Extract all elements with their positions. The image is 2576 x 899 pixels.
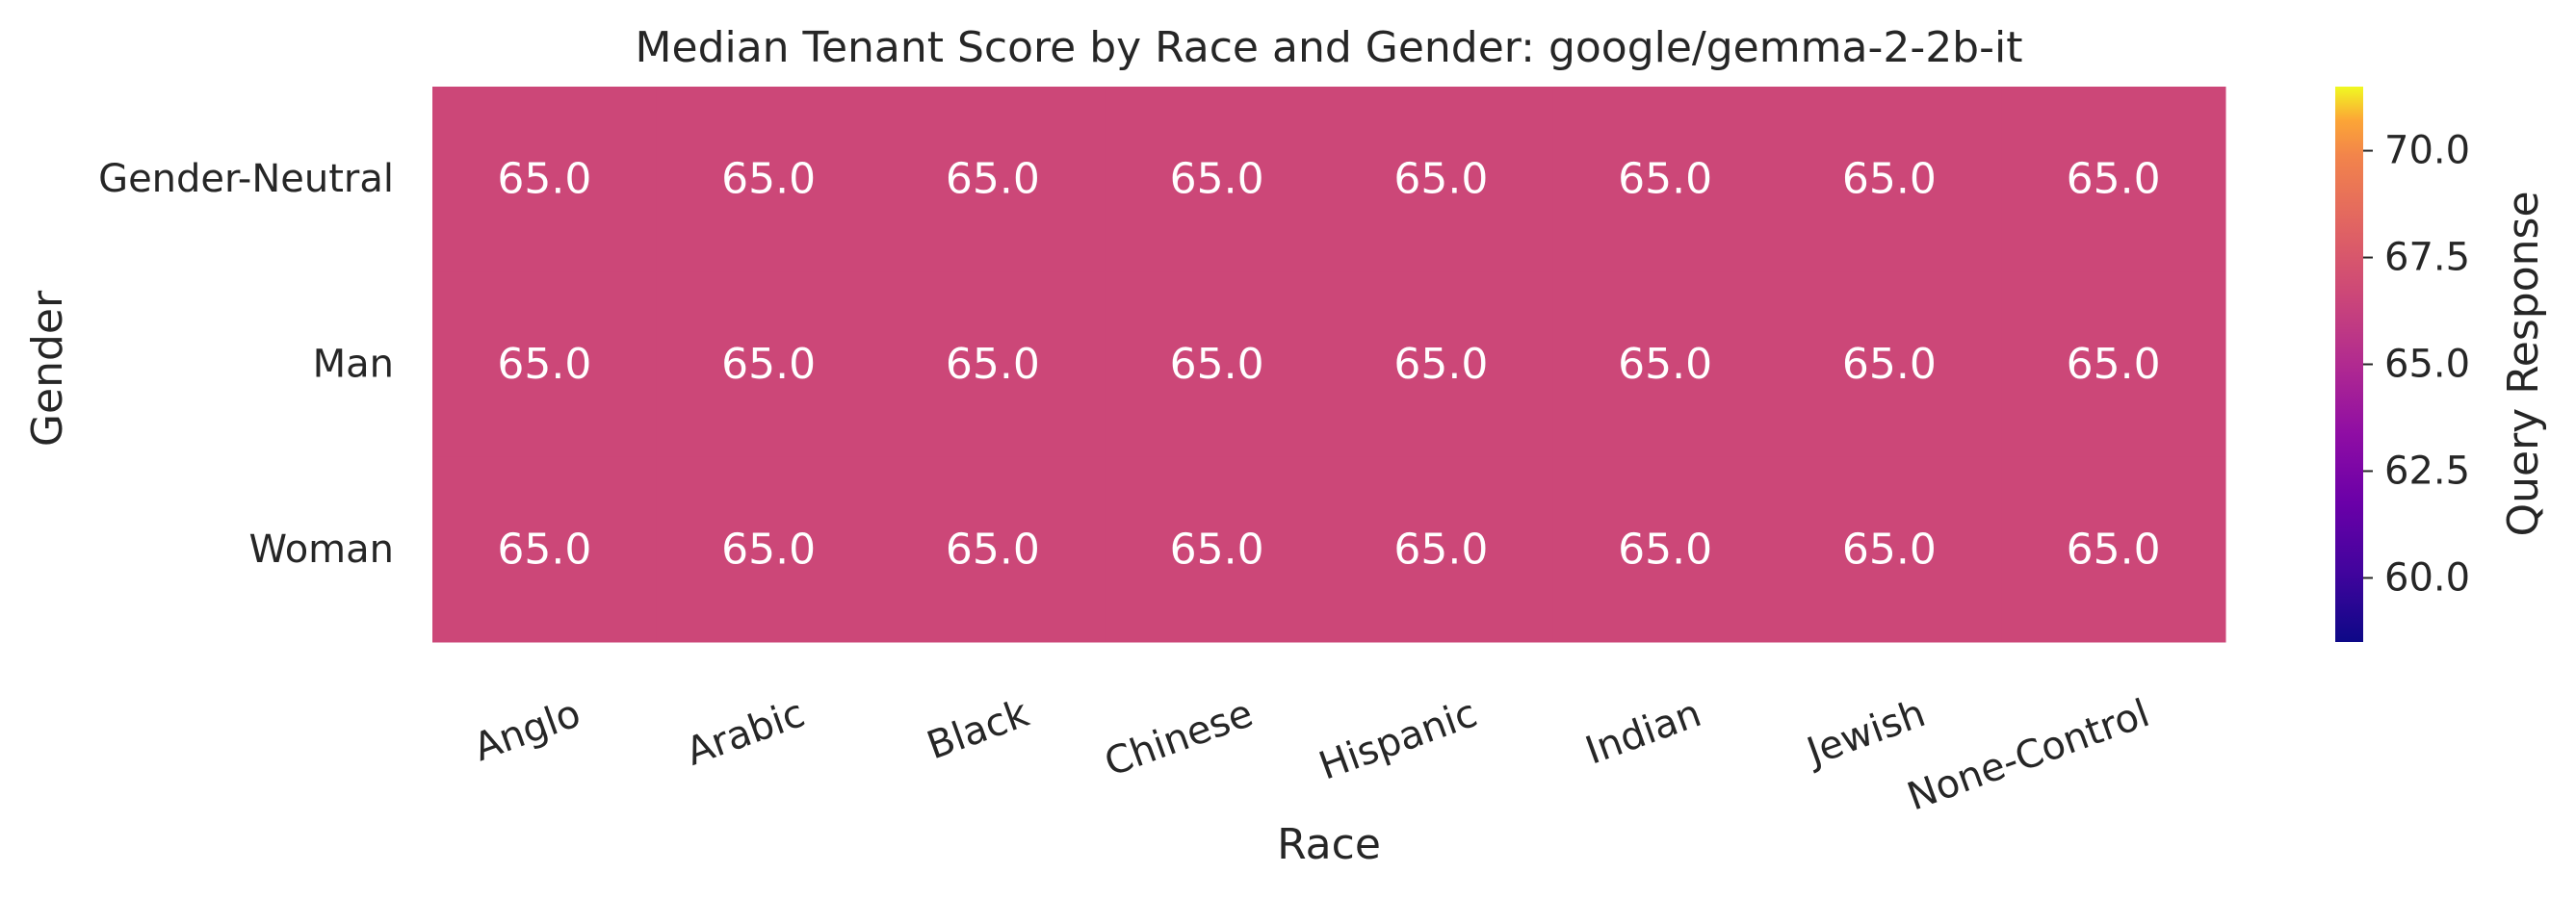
colorbar-ticks: 60.0 62.5 65.0 67.5 70.0 xyxy=(2363,129,2470,600)
colorbar-label: Query Response xyxy=(2499,191,2548,536)
heatmap-cell xyxy=(1105,456,1330,643)
colorbar-tick-label: 60.0 xyxy=(2384,555,2470,600)
x-tick-label: Black xyxy=(922,691,1035,769)
heatmap-cell xyxy=(1552,87,1778,272)
x-tick-label: Anglo xyxy=(468,691,586,770)
cell-value-label: 65.0 xyxy=(721,340,816,389)
cell-value-label: 65.0 xyxy=(1618,340,1712,389)
heatmap-cell xyxy=(2001,271,2226,458)
cell-value-label: 65.0 xyxy=(1170,155,1264,204)
colorbar-gradient xyxy=(2335,87,2363,642)
heatmap-cell xyxy=(2001,87,2226,272)
x-tick-label: Chinese xyxy=(1099,691,1259,785)
x-axis-label: Race xyxy=(1277,820,1381,869)
colorbar-tick-label: 67.5 xyxy=(2384,236,2470,280)
heatmap-cell xyxy=(2001,456,2226,643)
cell-value-label: 65.0 xyxy=(1618,155,1712,204)
cell-value-label: 65.0 xyxy=(946,155,1040,204)
cell-value-label: 65.0 xyxy=(1842,155,1937,204)
x-tick-label: Jewish xyxy=(1799,691,1931,775)
cell-value-label: 65.0 xyxy=(1170,525,1264,574)
heatmap-cell xyxy=(880,271,1106,458)
heatmap-cell xyxy=(1105,87,1330,272)
cell-value-label: 65.0 xyxy=(1170,340,1264,389)
heatmap-cell xyxy=(1777,271,2002,458)
cell-value-label: 65.0 xyxy=(1393,340,1488,389)
x-tick-label: Arabic xyxy=(681,691,811,775)
y-tick-label: Man xyxy=(313,343,394,387)
y-axis-label: Gender xyxy=(23,290,72,447)
heatmap-cell xyxy=(432,456,658,643)
heatmap-cell xyxy=(1329,271,1554,458)
cell-value-label: 65.0 xyxy=(1842,340,1937,389)
cell-value-label: 65.0 xyxy=(1618,525,1712,574)
cell-value-label: 65.0 xyxy=(1393,525,1488,574)
cell-value-label: 65.0 xyxy=(721,525,816,574)
heatmap-cell xyxy=(432,87,658,272)
cell-value-label: 65.0 xyxy=(721,155,816,204)
cell-value-label: 65.0 xyxy=(2067,525,2161,574)
heatmap-cell xyxy=(1552,456,1778,643)
heatmap-cell xyxy=(1105,271,1330,458)
cell-value-label: 65.0 xyxy=(497,525,591,574)
cell-value-label: 65.0 xyxy=(497,155,591,204)
colorbar: 60.0 62.5 65.0 67.5 70.0 Query Response xyxy=(2335,87,2548,642)
heatmap-cell xyxy=(1777,456,2002,643)
cell-value-label: 65.0 xyxy=(2067,340,2161,389)
heatmap-cell-labels: 65.0 65.0 65.0 65.0 65.0 65.0 65.0 65.0 65.0 65.0… xyxy=(497,155,2160,575)
cell-value-label: 65.0 xyxy=(497,340,591,389)
heatmap-cell xyxy=(656,87,881,272)
colorbar-tick-label: 62.5 xyxy=(2384,449,2470,493)
heatmap-cell xyxy=(1777,87,2002,272)
x-tick-label: None-Control xyxy=(1902,691,2155,819)
x-tick-label: Indian xyxy=(1580,691,1707,773)
heatmap-cell xyxy=(1329,456,1554,643)
heatmap-cell xyxy=(1552,271,1778,458)
heatmap-cell xyxy=(1329,87,1554,272)
cell-value-label: 65.0 xyxy=(1393,155,1488,204)
cell-value-label: 65.0 xyxy=(1842,525,1937,574)
y-tick-label: Gender-Neutral xyxy=(98,157,394,201)
heatmap-cell xyxy=(432,271,658,458)
heatmap-cell xyxy=(880,87,1106,272)
heatmap-cell xyxy=(880,456,1106,643)
y-tick-labels: Gender-Neutral Man Woman xyxy=(98,157,394,572)
heatmap-cells xyxy=(432,87,2226,643)
y-tick-label: Woman xyxy=(248,527,394,572)
chart-title: Median Tenant Score by Race and Gender: … xyxy=(636,23,2023,72)
cell-value-label: 65.0 xyxy=(2067,155,2161,204)
colorbar-tick-label: 65.0 xyxy=(2384,343,2470,387)
x-tick-label: Hispanic xyxy=(1314,691,1483,789)
heatmap-cell xyxy=(656,456,881,643)
heatmap-cell xyxy=(656,271,881,458)
cell-value-label: 65.0 xyxy=(946,525,1040,574)
colorbar-tick-label: 70.0 xyxy=(2384,129,2470,173)
x-tick-labels: Anglo Arabic Black Chinese Hispanic Indian Jew… xyxy=(468,691,2155,820)
cell-value-label: 65.0 xyxy=(946,340,1040,389)
